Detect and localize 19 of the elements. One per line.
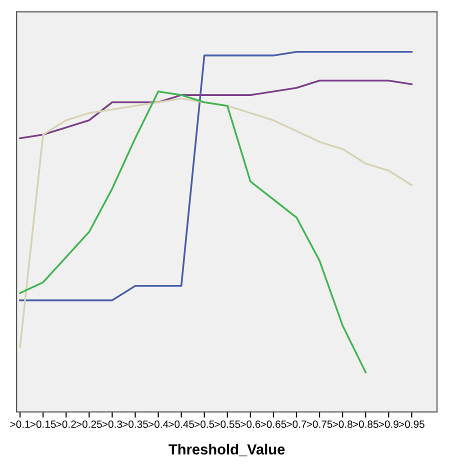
x-tick-label: >0.2 — [56, 420, 76, 428]
x-tick-label: >0.75 — [306, 420, 332, 428]
x-tick-label: >0.8 — [332, 420, 352, 428]
x-tick-label: >0.3 — [102, 420, 122, 428]
x-tick-label: >0.25 — [76, 420, 102, 428]
x-tick-label: >0.5 — [194, 420, 214, 428]
x-tick-label: >0.55 — [214, 420, 240, 428]
x-tick-label: >0.9 — [378, 420, 398, 428]
x-tick-label: >0.65 — [260, 420, 286, 428]
x-tick-label: >0.85 — [352, 420, 378, 428]
x-tick-label: >0.1 — [10, 420, 30, 428]
x-tick-label: >0.95 — [399, 420, 424, 428]
x-tick-label: >0.15 — [30, 420, 56, 428]
x-tick-label: >0.6 — [240, 420, 260, 428]
x-tick-label: >0.35 — [122, 420, 148, 428]
x-axis-title: Threshold_Value — [168, 444, 285, 456]
x-tick-label: >0.4 — [148, 420, 168, 428]
x-tick-label: >0.45 — [168, 420, 194, 428]
x-tick-label: >0.7 — [286, 420, 306, 428]
